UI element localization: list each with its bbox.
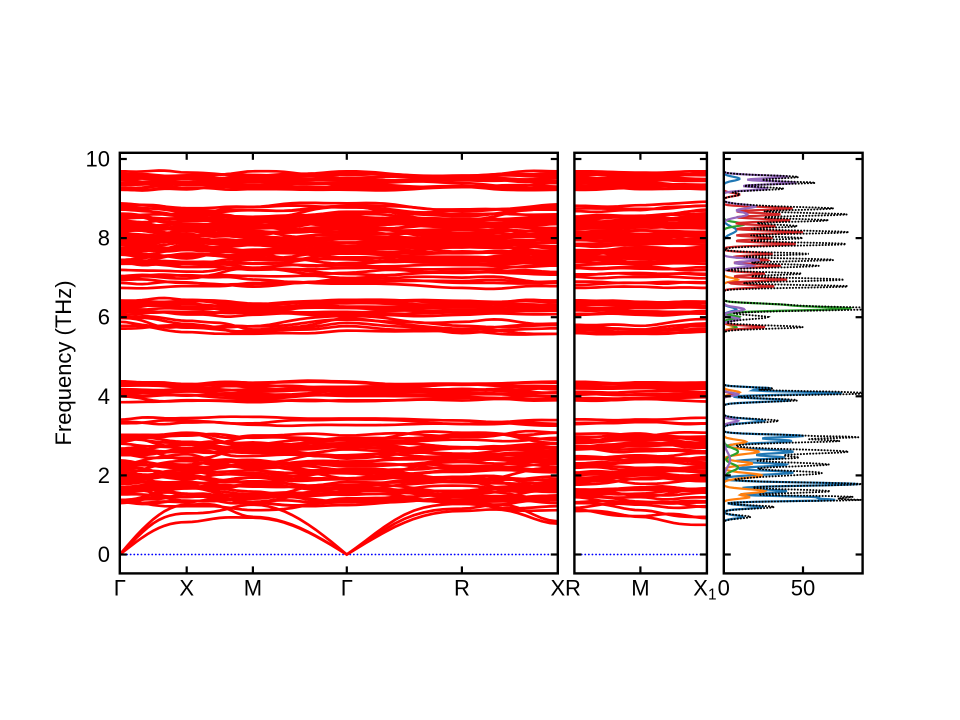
svg-text:50: 50 bbox=[791, 576, 815, 601]
svg-text:R: R bbox=[565, 576, 581, 601]
svg-text:Γ: Γ bbox=[114, 576, 126, 601]
svg-text:R: R bbox=[454, 576, 470, 601]
svg-text:2: 2 bbox=[98, 463, 110, 488]
svg-text:0: 0 bbox=[718, 576, 730, 601]
svg-text:M: M bbox=[631, 576, 649, 601]
svg-text:6: 6 bbox=[98, 305, 110, 330]
svg-text:0: 0 bbox=[98, 542, 110, 567]
svg-text:Γ: Γ bbox=[341, 576, 353, 601]
svg-text:Frequency (THz): Frequency (THz) bbox=[51, 280, 76, 445]
svg-text:X: X bbox=[179, 576, 194, 601]
svg-text:10: 10 bbox=[86, 147, 110, 172]
svg-text:M: M bbox=[244, 576, 262, 601]
svg-text:4: 4 bbox=[98, 384, 110, 409]
svg-text:8: 8 bbox=[98, 226, 110, 251]
svg-text:X: X bbox=[550, 576, 565, 601]
